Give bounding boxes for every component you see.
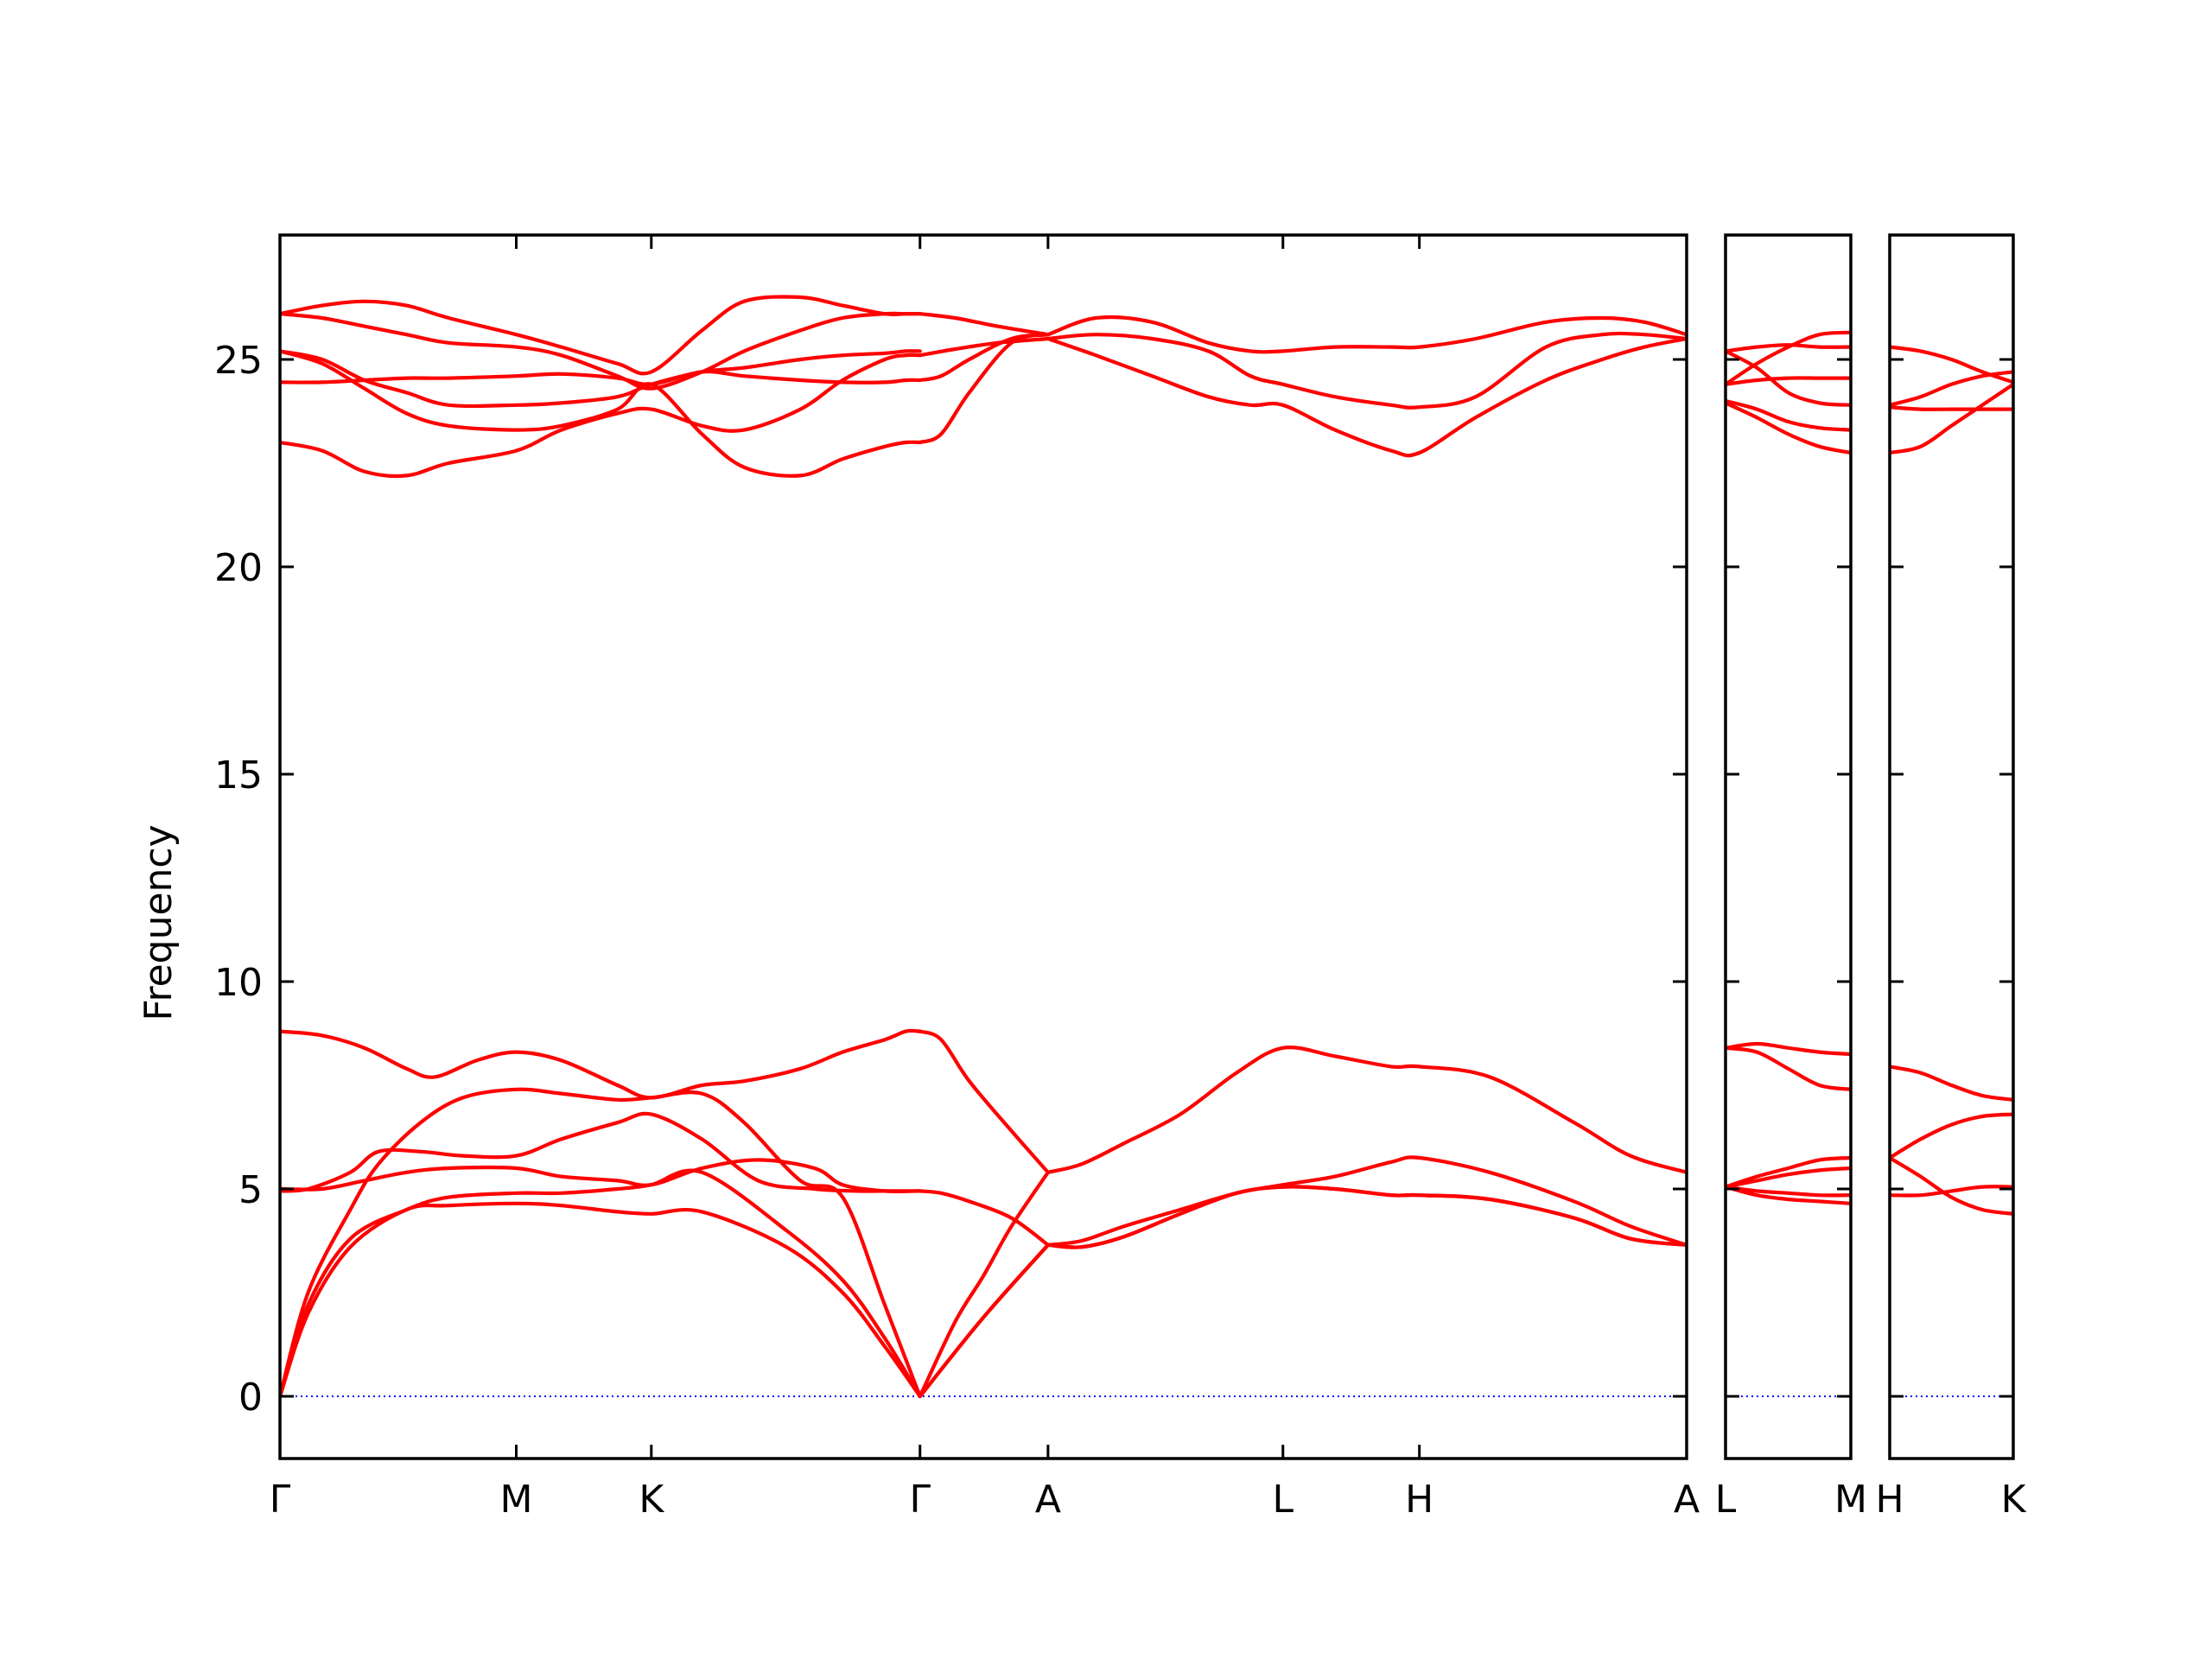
band-line <box>918 1170 1050 1399</box>
band-line <box>1726 1155 1851 1189</box>
band-line <box>918 312 1050 337</box>
band-line <box>918 1029 1050 1174</box>
band-line <box>1890 405 2013 411</box>
band-line <box>1890 370 2013 407</box>
band-line <box>1726 1046 1851 1091</box>
panel-frame <box>1724 233 1853 1460</box>
band-line <box>918 336 1050 358</box>
band-line <box>1726 401 1851 455</box>
band-line <box>1726 330 1851 386</box>
bands-panel-3 <box>1890 345 2013 1216</box>
band-line <box>280 1201 922 1399</box>
band-line <box>280 353 922 479</box>
bands-panel-2 <box>1726 330 1851 1205</box>
x-tick-label: M <box>500 1478 533 1522</box>
x-tick-label: M <box>1834 1478 1867 1522</box>
band-line <box>918 1243 1050 1399</box>
x-tick-label: K <box>639 1478 664 1522</box>
x-tick-label: H <box>1875 1478 1904 1522</box>
band-line <box>1046 1155 1687 1247</box>
y-tick-label: 15 <box>214 753 263 798</box>
panel-frame <box>278 233 1688 1460</box>
band-line <box>280 1168 922 1399</box>
x-tick-label: L <box>1273 1478 1294 1522</box>
band-line <box>1046 1185 1687 1249</box>
band-line <box>1726 1041 1851 1057</box>
band-line <box>1046 331 1687 410</box>
band-line <box>280 311 922 391</box>
band-line <box>1726 1185 1851 1205</box>
x-tick-label: A <box>1035 1478 1061 1522</box>
band-line <box>280 1158 922 1194</box>
band-line <box>280 295 922 376</box>
band-line <box>1890 382 2013 455</box>
y-axis-label: Frequency <box>137 824 181 1020</box>
band-line <box>1726 376 1851 386</box>
band-line <box>1726 349 1851 407</box>
band-line <box>1726 398 1851 432</box>
x-tick-label: A <box>1674 1478 1700 1522</box>
band-line <box>1726 1166 1851 1189</box>
band-line <box>280 1111 922 1193</box>
y-tick-label: 0 <box>238 1376 263 1420</box>
y-tick-label: 10 <box>214 961 263 1005</box>
y-tick-label: 20 <box>214 546 263 590</box>
panel-1: Γ M K Γ A L H A 0 5 10 15 20 25 <box>214 233 1700 1522</box>
band-line <box>1890 1155 2013 1216</box>
x-tick-label: Γ <box>270 1478 291 1522</box>
y-tick-label: 5 <box>238 1168 263 1212</box>
band-line <box>1890 1065 2013 1102</box>
bands-panel-1 <box>280 295 1687 1399</box>
band-line <box>1046 315 1687 354</box>
band-line <box>1890 345 2013 385</box>
x-tick-label: K <box>2001 1478 2027 1522</box>
y-tick-label: 25 <box>214 339 263 383</box>
band-line <box>280 349 922 409</box>
band-line <box>918 333 1050 445</box>
band-line <box>1046 1046 1687 1174</box>
band-line <box>280 1028 922 1100</box>
band-line <box>1046 1185 1687 1249</box>
band-line <box>1726 1185 1851 1198</box>
x-tick-label: Γ <box>909 1478 931 1522</box>
x-tick-label: L <box>1715 1478 1737 1522</box>
band-line <box>280 1087 922 1399</box>
x-tick-label: H <box>1405 1478 1433 1522</box>
band-line <box>1046 336 1687 458</box>
band-line <box>1890 1185 2013 1198</box>
panel-frame <box>1888 233 2015 1460</box>
band-line <box>1726 343 1851 353</box>
band-line <box>918 1189 1050 1247</box>
band-line <box>1890 1112 2013 1160</box>
